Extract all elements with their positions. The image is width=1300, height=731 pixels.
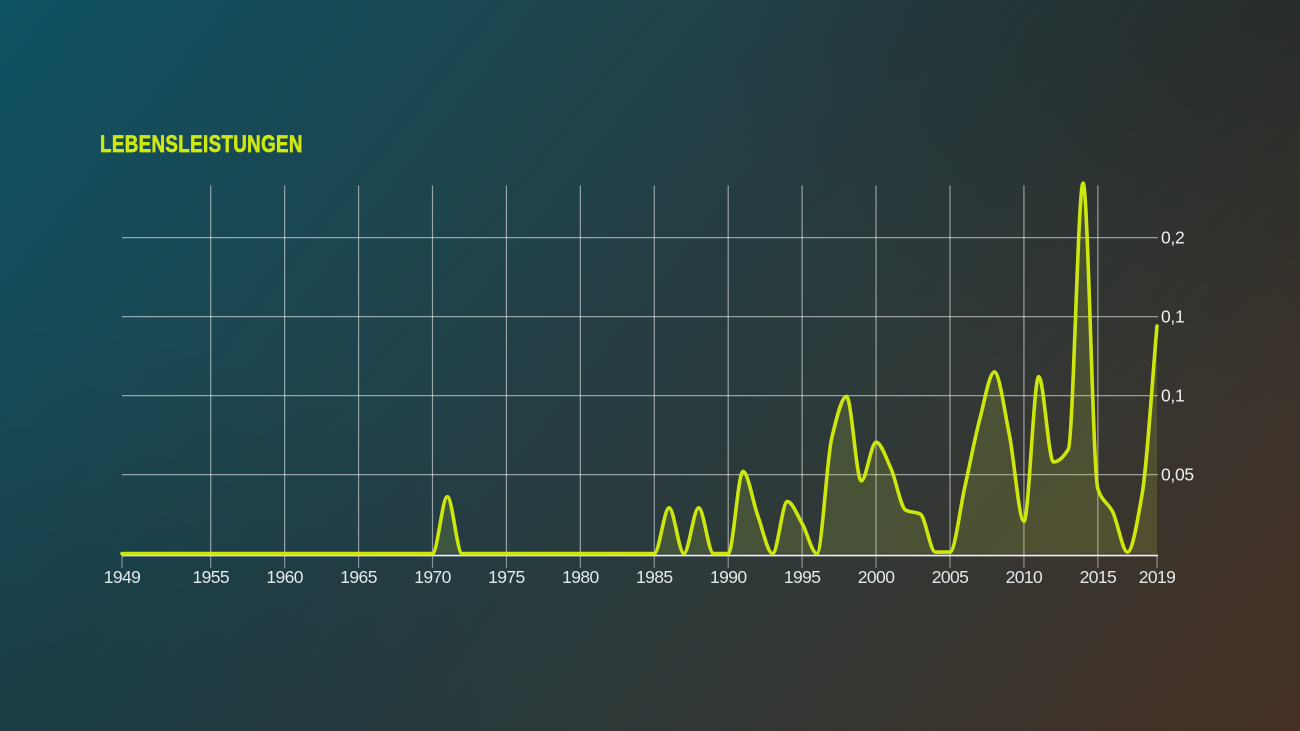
svg-text:1949: 1949 xyxy=(104,567,141,587)
svg-text:1965: 1965 xyxy=(340,567,377,587)
svg-text:1995: 1995 xyxy=(784,567,821,587)
svg-text:1980: 1980 xyxy=(562,567,599,587)
svg-text:2000: 2000 xyxy=(858,567,895,587)
svg-text:1985: 1985 xyxy=(636,567,673,587)
svg-text:1990: 1990 xyxy=(710,567,747,587)
svg-text:2010: 2010 xyxy=(1006,567,1043,587)
svg-text:0,2: 0,2 xyxy=(1161,228,1184,248)
svg-text:1970: 1970 xyxy=(414,567,451,587)
svg-text:0,1: 0,1 xyxy=(1161,386,1184,406)
svg-text:2005: 2005 xyxy=(932,567,969,587)
svg-text:2015: 2015 xyxy=(1080,567,1117,587)
svg-text:1960: 1960 xyxy=(266,567,303,587)
svg-text:2019: 2019 xyxy=(1139,567,1176,587)
svg-text:0,05: 0,05 xyxy=(1161,465,1194,485)
svg-text:1955: 1955 xyxy=(192,567,229,587)
svg-text:1975: 1975 xyxy=(488,567,525,587)
svg-text:0,1: 0,1 xyxy=(1161,307,1184,327)
